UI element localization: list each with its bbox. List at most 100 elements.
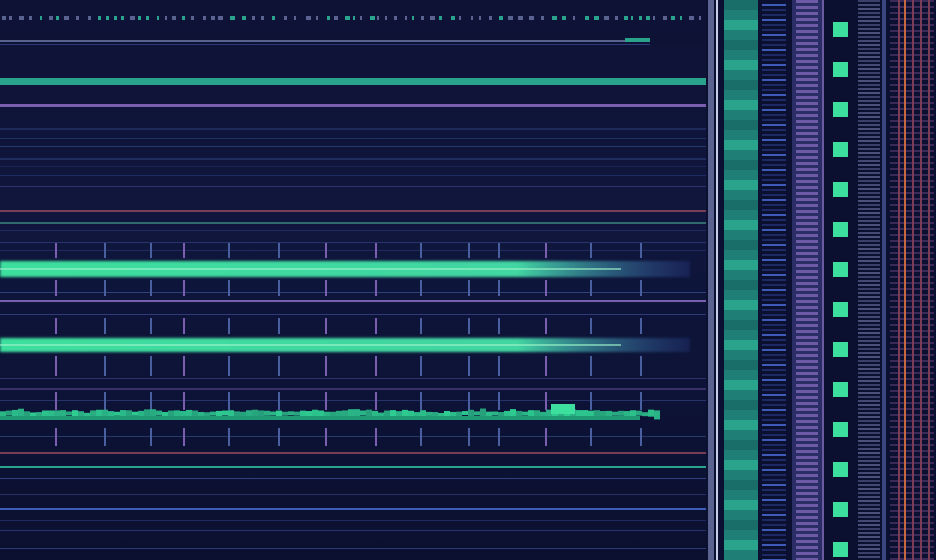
- purple-stripe: [796, 504, 818, 507]
- gray-stripe: [858, 24, 880, 26]
- teal-cell: [724, 460, 758, 470]
- purple-stripe: [796, 228, 818, 231]
- scanline: [0, 175, 706, 176]
- stripe-line: [762, 89, 786, 91]
- stripe-line: [762, 74, 786, 76]
- gray-stripe: [858, 280, 880, 282]
- gray-stripe: [858, 96, 880, 98]
- square-block: [833, 302, 848, 317]
- stripe-line: [762, 339, 786, 341]
- scanline: [0, 78, 706, 85]
- noisy-band-segment: [12, 409, 18, 418]
- grid-tick: [228, 243, 230, 258]
- grid-tick: [498, 243, 500, 258]
- stripe-line: [762, 104, 786, 106]
- dash-mark: [508, 16, 513, 20]
- teal-cell: [724, 200, 758, 210]
- gray-stripe: [858, 296, 880, 298]
- gray-stripe: [858, 116, 880, 118]
- stripe-line: [762, 204, 786, 206]
- gray-stripe: [858, 480, 880, 482]
- dash-mark: [671, 16, 675, 20]
- purple-stripe: [796, 120, 818, 123]
- gray-stripe: [858, 544, 880, 546]
- stripe-line: [762, 319, 786, 321]
- dash-mark: [138, 16, 141, 20]
- gray-stripe: [858, 124, 880, 126]
- grid-tick: [498, 280, 500, 296]
- grid-tick: [375, 280, 377, 296]
- dash-mark: [529, 16, 534, 20]
- dash-mark: [261, 16, 264, 20]
- noisy-band-segment: [498, 411, 504, 416]
- gray-stripe: [858, 400, 880, 402]
- noisy-band-segment: [414, 412, 420, 418]
- noisy-band-segment: [72, 410, 78, 419]
- noisy-band-segment: [180, 410, 186, 416]
- dash-mark: [479, 16, 481, 20]
- noisy-band-segment: [54, 410, 60, 420]
- purple-stripe: [796, 0, 818, 3]
- grid-tick: [420, 280, 422, 296]
- stripe-line: [762, 549, 786, 551]
- noisy-band-segment: [132, 411, 138, 416]
- purple-stripe: [796, 528, 818, 531]
- gray-stripe: [858, 448, 880, 450]
- noisy-band-segment: [150, 409, 156, 419]
- stripe-line: [762, 439, 786, 441]
- gray-stripe: [858, 84, 880, 86]
- noisy-band-segment: [114, 411, 120, 416]
- stripe-line: [762, 344, 786, 346]
- purple-stripe: [796, 216, 818, 219]
- gray-stripe: [858, 464, 880, 466]
- gray-stripe: [858, 360, 880, 362]
- noisy-band-segment: [126, 410, 132, 418]
- dash-mark: [294, 16, 296, 20]
- grid-tick: [590, 243, 592, 258]
- gray-stripe: [858, 132, 880, 134]
- stripe-line: [762, 159, 786, 161]
- scanline: [0, 400, 706, 401]
- noisy-band-segment: [246, 410, 252, 418]
- stripe-line: [762, 469, 786, 471]
- noisy-band-segment: [426, 411, 432, 416]
- noisy-band-segment: [156, 410, 162, 416]
- gray-stripe: [858, 256, 880, 258]
- gray-stripe: [858, 492, 880, 494]
- dash-mark: [218, 16, 223, 20]
- scanline: [0, 300, 706, 302]
- gray-stripe: [858, 172, 880, 174]
- stripe-line: [762, 539, 786, 541]
- dash-mark: [182, 16, 185, 20]
- stripe-line: [762, 39, 786, 41]
- noisy-band-segment: [594, 410, 600, 419]
- scanline: [0, 146, 706, 147]
- teal-cell: [724, 440, 758, 450]
- stripe-line: [762, 149, 786, 151]
- dash-mark: [9, 16, 12, 20]
- rust-column: [928, 0, 930, 560]
- grid-tick: [468, 280, 470, 296]
- gray-stripe: [858, 212, 880, 214]
- rust-column: [912, 0, 914, 560]
- noisy-band-segment: [444, 410, 450, 416]
- rust-column: [898, 0, 900, 560]
- noisy-band-segment: [354, 409, 360, 418]
- gray-stripe: [858, 88, 880, 90]
- gray-stripe: [858, 288, 880, 290]
- dash-mark: [242, 16, 246, 20]
- dash-mark: [327, 16, 330, 20]
- teal-cell: [724, 180, 758, 190]
- grid-tick: [468, 318, 470, 334]
- grid-tick: [590, 318, 592, 334]
- grid-tick: [278, 356, 280, 376]
- purple-stripe: [796, 138, 818, 141]
- dash-mark: [541, 16, 544, 20]
- stripe-line: [762, 84, 786, 86]
- stripe-line: [762, 294, 786, 296]
- gray-stripe: [858, 28, 880, 30]
- gray-stripe: [858, 208, 880, 210]
- noisy-band-segment: [108, 411, 114, 418]
- noisy-band-segment: [78, 411, 84, 417]
- divider-blue: [882, 0, 886, 560]
